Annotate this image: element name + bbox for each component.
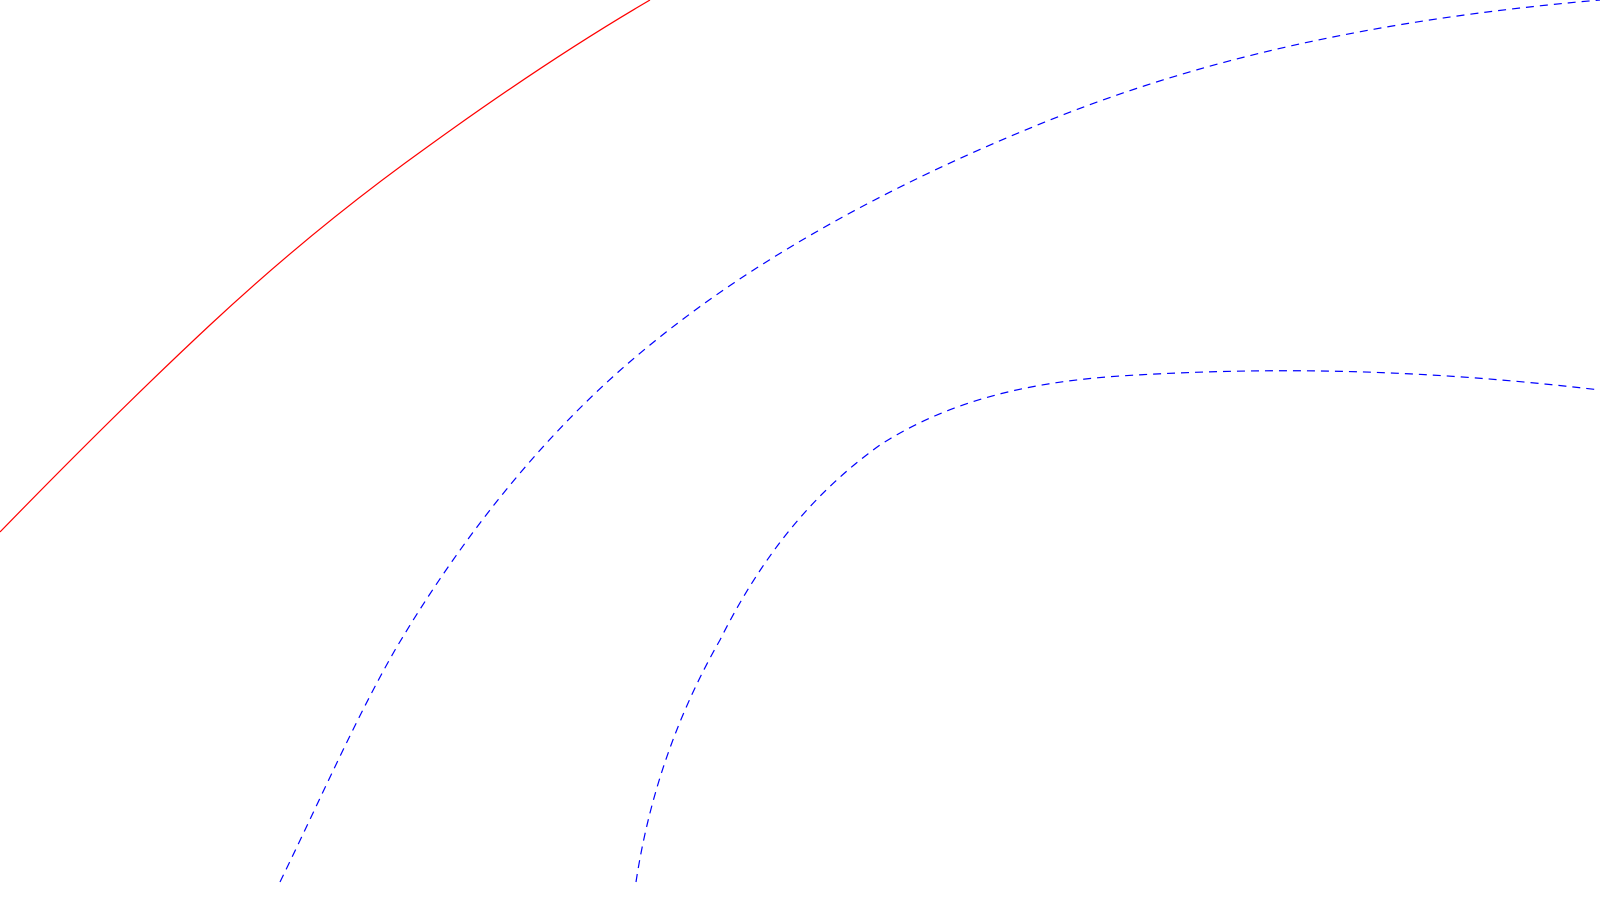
blue-dashed-curve-outer [279, 0, 1600, 883]
red-solid-curve [0, 0, 651, 533]
blue-dashed-curve-inner [635, 370, 1600, 883]
